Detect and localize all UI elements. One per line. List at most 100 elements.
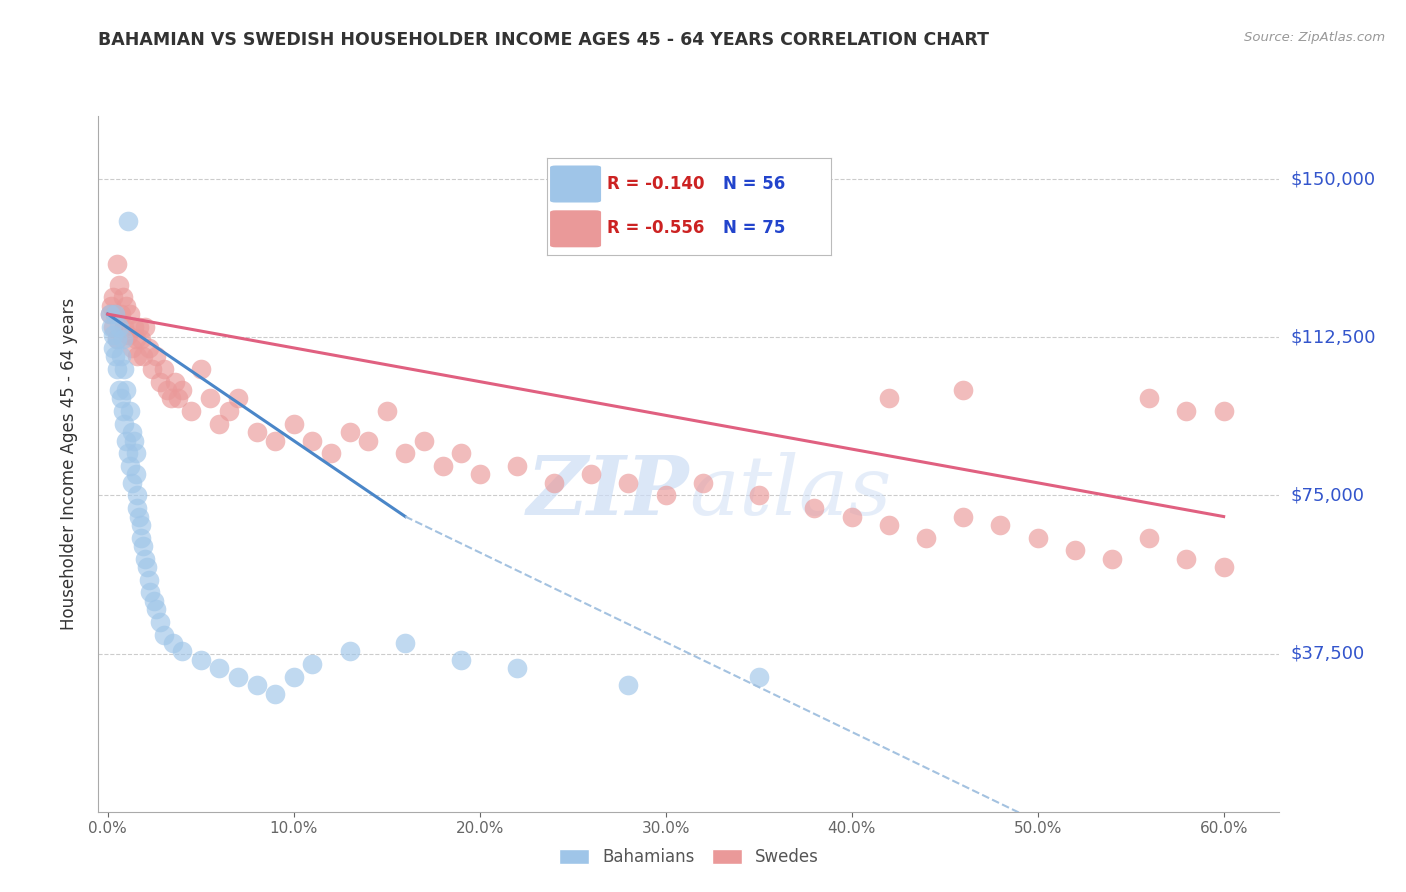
Point: [245, 425, 267, 440]
Point: [115, 383, 138, 397]
Point: [506, 458, 529, 473]
Point: [301, 434, 323, 448]
Point: [412, 434, 434, 448]
Point: [394, 446, 416, 460]
Point: [132, 349, 155, 363]
Point: [1063, 543, 1085, 558]
Point: [180, 404, 202, 418]
Point: [138, 573, 160, 587]
Point: [104, 307, 127, 321]
Point: [121, 475, 143, 490]
Point: [124, 446, 146, 460]
Point: [149, 615, 172, 629]
Text: R = -0.556: R = -0.556: [607, 219, 704, 237]
Point: [319, 446, 342, 460]
Point: [98, 307, 121, 321]
Point: [121, 341, 143, 355]
Point: [100, 319, 122, 334]
Point: [127, 349, 149, 363]
Point: [581, 467, 603, 482]
Point: [803, 501, 825, 516]
Point: [129, 518, 152, 533]
Point: [111, 333, 134, 347]
Point: [103, 328, 125, 343]
Point: [375, 404, 398, 418]
Text: N = 56: N = 56: [723, 175, 785, 193]
Point: [117, 446, 139, 460]
Point: [111, 404, 134, 418]
Point: [118, 307, 141, 321]
Text: $112,500: $112,500: [1291, 328, 1376, 346]
Text: BAHAMIAN VS SWEDISH HOUSEHOLDER INCOME AGES 45 - 64 YEARS CORRELATION CHART: BAHAMIAN VS SWEDISH HOUSEHOLDER INCOME A…: [98, 31, 990, 49]
Point: [143, 594, 166, 608]
Point: [129, 333, 152, 347]
Point: [124, 467, 146, 482]
Text: $150,000: $150,000: [1291, 170, 1375, 188]
Point: [103, 290, 125, 304]
Point: [138, 341, 160, 355]
Point: [141, 362, 163, 376]
Point: [108, 277, 131, 292]
Point: [748, 488, 770, 502]
Point: [122, 434, 145, 448]
Text: Source: ZipAtlas.com: Source: ZipAtlas.com: [1244, 31, 1385, 45]
Point: [339, 425, 361, 440]
Point: [104, 349, 127, 363]
Point: [145, 349, 167, 363]
Point: [748, 670, 770, 684]
Point: [115, 299, 138, 313]
Point: [506, 661, 529, 675]
Point: [156, 383, 179, 397]
Point: [162, 636, 184, 650]
Point: [394, 636, 416, 650]
Point: [990, 518, 1012, 533]
Point: [121, 425, 143, 440]
Point: [152, 362, 174, 376]
Point: [468, 467, 491, 482]
Point: [110, 307, 132, 321]
Point: [160, 392, 183, 406]
Point: [122, 319, 145, 334]
Point: [149, 375, 172, 389]
Point: [226, 670, 249, 684]
Point: [450, 653, 472, 667]
Point: [952, 509, 974, 524]
Point: [1101, 551, 1123, 566]
Text: R = -0.140: R = -0.140: [607, 175, 704, 193]
Point: [128, 319, 150, 334]
Point: [134, 551, 156, 566]
Point: [208, 661, 231, 675]
Point: [654, 488, 676, 502]
Point: [111, 290, 134, 304]
Point: [110, 392, 132, 406]
Point: [105, 333, 128, 347]
Point: [877, 518, 900, 533]
Point: [172, 644, 194, 658]
Point: [952, 383, 974, 397]
Point: [167, 392, 190, 406]
Point: [245, 678, 267, 692]
Point: [283, 670, 305, 684]
Point: [115, 434, 138, 448]
Text: N = 75: N = 75: [723, 219, 786, 237]
Point: [98, 307, 121, 321]
Point: [692, 475, 714, 490]
Point: [1212, 560, 1234, 574]
Point: [114, 319, 136, 334]
Point: [1137, 392, 1160, 406]
Point: [617, 475, 640, 490]
Point: [100, 299, 122, 313]
Point: [152, 627, 174, 641]
Point: [915, 531, 938, 545]
Point: [301, 657, 323, 672]
Point: [132, 539, 155, 553]
Point: [117, 328, 139, 343]
Point: [103, 341, 125, 355]
Point: [450, 446, 472, 460]
Point: [357, 434, 380, 448]
Point: [190, 653, 212, 667]
Point: [129, 531, 152, 545]
Point: [339, 644, 361, 658]
FancyBboxPatch shape: [550, 166, 602, 202]
Point: [105, 333, 128, 347]
